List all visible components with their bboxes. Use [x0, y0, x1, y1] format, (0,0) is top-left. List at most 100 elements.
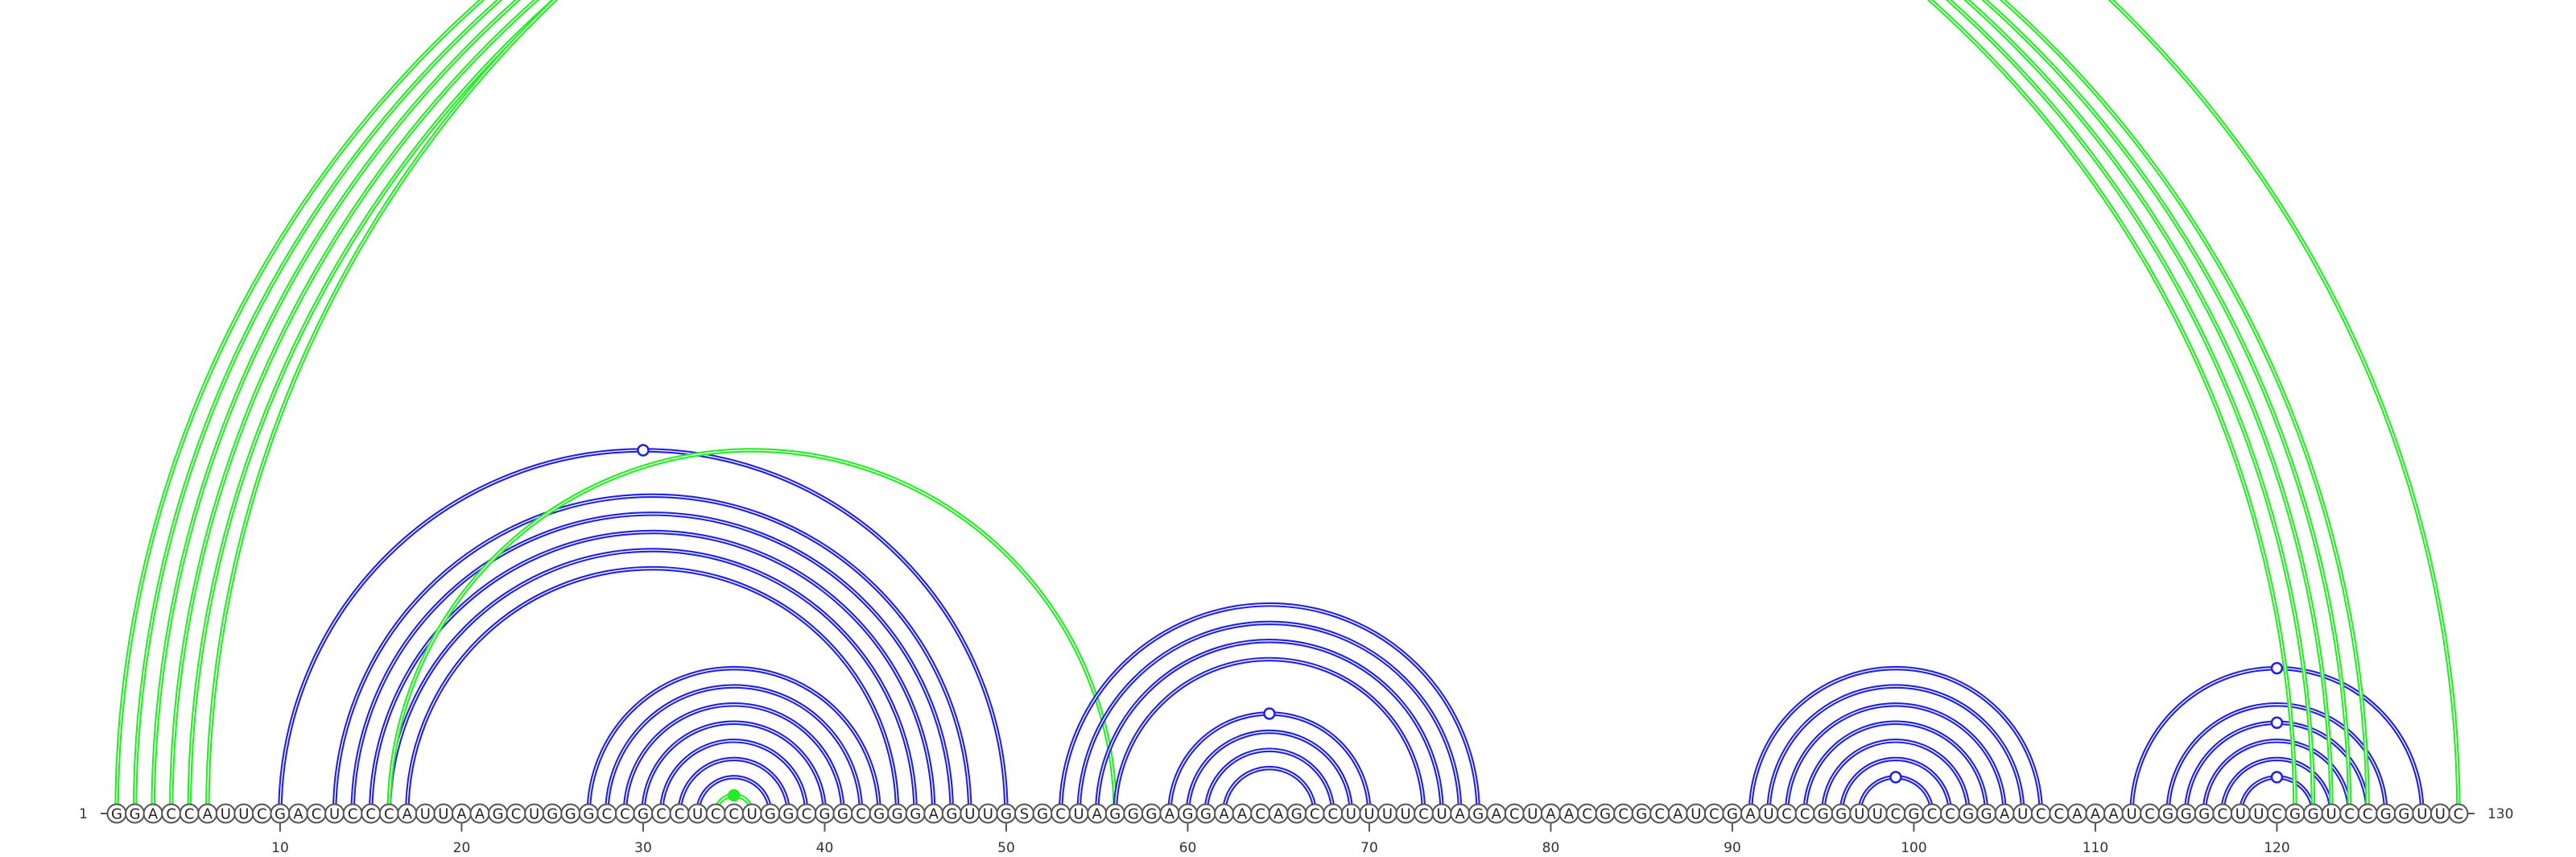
nucleotide-letter: U: [329, 806, 340, 823]
tick-label-90: 90: [1724, 840, 1741, 856]
nucleotide-40: G: [814, 803, 835, 824]
nucleotide-87: A: [1667, 803, 1688, 824]
tick-label-70: 70: [1360, 840, 1378, 856]
nucleotide-letter: C: [802, 806, 812, 823]
nucleotide-letter: C: [729, 806, 739, 823]
nucleotide-125: C: [2357, 803, 2378, 824]
nucleotide-letter: A: [2108, 806, 2119, 823]
arc-marker-118-122: [2270, 771, 2284, 784]
nucleotide-50: G: [996, 803, 1017, 824]
nucleotide-31: C: [651, 803, 671, 824]
nucleotide-65: A: [1268, 803, 1289, 824]
nucleotide-letter: G: [1109, 806, 1121, 823]
nucleotide-28: C: [597, 803, 617, 824]
nucleotide-60: G: [1177, 803, 1198, 824]
nucleotide-34: C: [705, 803, 726, 824]
nucleotide-69: U: [1340, 803, 1361, 824]
nucleotide-123: U: [2321, 803, 2342, 824]
arc-inner-60-69: [1187, 731, 1352, 814]
nucleotide-95: G: [1813, 803, 1834, 824]
nucleotide-39: C: [796, 803, 817, 824]
nucleotide-101: C: [1922, 803, 1942, 824]
nucleotide-84: C: [1613, 803, 1634, 824]
nucleotide-121: G: [2285, 803, 2306, 824]
nucleotide-letter: C: [2218, 806, 2228, 823]
arc-inner-5-125: [188, 0, 2368, 814]
arc-inner-4-124: [171, 0, 2351, 814]
nucleotide-98: U: [1867, 803, 1888, 824]
nucleotide-letter: A: [2072, 806, 2083, 823]
nucleotide-47: G: [941, 803, 962, 824]
nucleotide-letter: U: [2435, 806, 2446, 823]
nucleotide-75: A: [1450, 803, 1471, 824]
nucleotide-45: G: [905, 803, 926, 824]
nucleotide-letter: U: [1437, 806, 1447, 823]
arc-inner-13-48: [333, 495, 971, 814]
nucleotide-letter: U: [529, 806, 539, 823]
nucleotide-109: A: [2066, 803, 2087, 824]
nucleotide-116: G: [2194, 803, 2215, 824]
nucleotide-11: A: [288, 803, 308, 824]
nucleotide-86: C: [1649, 803, 1670, 824]
nucleotide-letter: C: [1582, 806, 1592, 823]
tick-label-80: 80: [1542, 840, 1560, 856]
arc-inner-16-45: [388, 549, 916, 814]
arc-inner-91-107: [1749, 668, 2041, 814]
arcs-layer: [114, 0, 2461, 814]
nucleotide-letter: C: [1509, 806, 1520, 823]
nucleotide-letter: G: [892, 806, 903, 823]
nucleotide-letter: G: [837, 806, 848, 823]
arc-marker-112-128: [2270, 661, 2284, 675]
nucleotide-letter: G: [1128, 806, 1139, 823]
nucleotide-letter: U: [2126, 806, 2136, 823]
nucleotide-49: U: [977, 803, 998, 824]
nucleotide-letter: G: [946, 806, 957, 823]
nucleotide-79: U: [1522, 803, 1543, 824]
arc-inner-27-43: [588, 668, 880, 814]
nucleotide-letter: U: [1382, 806, 1393, 823]
nucleotide-letter: C: [711, 806, 721, 823]
arc-marker-97-101: [1889, 771, 1902, 784]
nucleotide-105: A: [1994, 803, 2015, 824]
nucleotide-letter: G: [1200, 806, 1212, 823]
nucleotide-letter: G: [111, 806, 122, 823]
nucleotide-72: U: [1395, 803, 1416, 824]
nucleotide-43: G: [869, 803, 890, 824]
arc-marker-10-50: [637, 444, 650, 457]
arc-inner-31-39: [660, 740, 807, 814]
nucleotide-letter: C: [1800, 806, 1810, 823]
nucleotide-15: C: [361, 803, 382, 824]
end-position-label: 130: [2487, 806, 2513, 822]
nucleotide-letter: G: [873, 806, 885, 823]
nucleotide-78: C: [1504, 803, 1525, 824]
nucleotide-letter: C: [1618, 806, 1629, 823]
nucleotide-90: G: [1722, 803, 1743, 824]
nucleotide-112: U: [2121, 803, 2142, 824]
nucleotide-92: U: [1758, 803, 1779, 824]
nucleotide-letter: C: [2054, 806, 2065, 823]
nucleotide-letter: U: [2326, 806, 2337, 823]
nucleotide-126: G: [2376, 803, 2396, 824]
nucleotide-83: G: [1595, 803, 1616, 824]
arc-marker-59-70: [1263, 707, 1276, 720]
nucleotide-91: A: [1740, 803, 1761, 824]
nucleotide-1: G: [106, 803, 127, 824]
nucleotide-74: U: [1431, 803, 1452, 824]
nucleotide-letter: A: [1455, 806, 1466, 823]
arc-13-48: [332, 493, 972, 814]
nucleotide-letter: C: [656, 806, 667, 823]
nucleotide-letter: A: [1564, 806, 1575, 823]
nucleotide-letter: G: [2398, 806, 2409, 823]
arc-59-70: [1167, 711, 1372, 814]
nucleotide-37: G: [760, 803, 781, 824]
nucleotide-letter: U: [1400, 806, 1410, 823]
arc-94-104: [1802, 720, 1989, 814]
nucleotide-letter: G: [2181, 806, 2192, 823]
nucleotide-6: A: [197, 803, 218, 824]
nucleotide-56: G: [1104, 803, 1125, 824]
nucleotide-letter: G: [1636, 806, 1647, 823]
arc-inner-29-41: [624, 704, 844, 814]
nucleotide-letter: G: [2162, 806, 2174, 823]
nucleotide-62: A: [1214, 803, 1235, 824]
